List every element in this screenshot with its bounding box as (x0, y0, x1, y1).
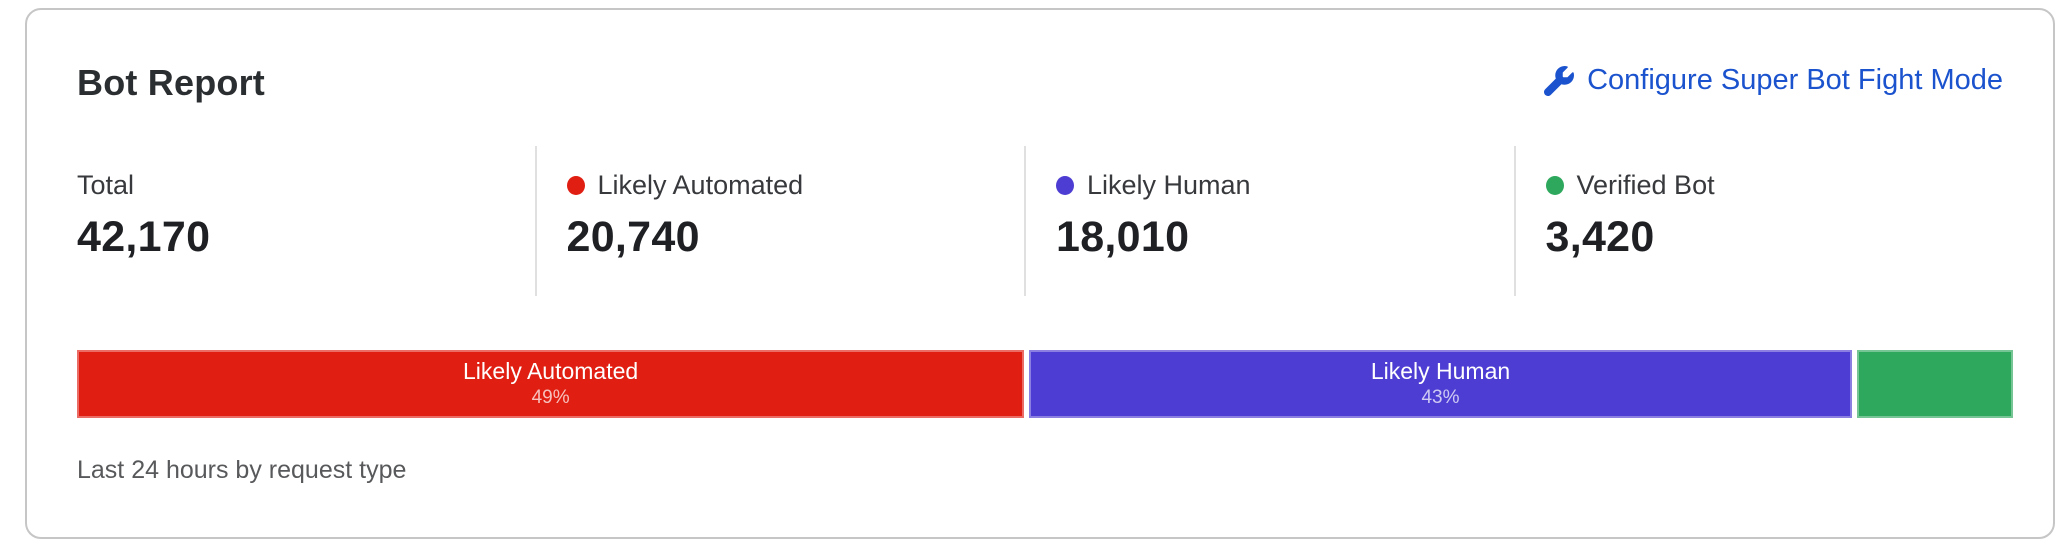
bar-segment-pct: 43% (1421, 386, 1460, 408)
stat-total-value: 42,170 (77, 213, 211, 261)
stat-total: Total 42,170 (77, 146, 535, 296)
page-title: Bot Report (77, 62, 265, 103)
stat-verified-bot-value: 3,420 (1545, 213, 1655, 261)
stat-likely-human: Likely Human 18,010 (1024, 146, 1514, 296)
stat-likely-automated-value: 20,740 (566, 213, 700, 261)
bar-segment-likely-human[interactable]: Likely Human 43% (1029, 350, 1852, 418)
card-header: Bot Report Configure Super Bot Fight Mod… (77, 62, 2003, 104)
configure-link-label: Configure Super Bot Fight Mode (1587, 64, 2003, 96)
likely-automated-dot-icon (566, 176, 585, 195)
stat-verified-bot-label: Verified Bot (1576, 170, 1715, 200)
stat-likely-automated: Likely Automated 20,740 (534, 146, 1025, 296)
likely-human-dot-icon (1056, 176, 1074, 195)
configure-super-bot-fight-mode-link[interactable]: Configure Super Bot Fight Mode (1544, 64, 2003, 97)
bot-report-card: Bot Report Configure Super Bot Fight Mod… (25, 8, 2055, 539)
verified-bot-dot-icon (1545, 176, 1564, 195)
request-type-stacked-bar: Likely Automated 49% Likely Human 43% (77, 350, 2013, 418)
stat-verified-bot: Verified Bot 3,420 (1513, 146, 2004, 296)
bar-segment-pct: 49% (531, 386, 570, 408)
bar-segment-verified-bot[interactable] (1856, 350, 2013, 418)
stat-total-label: Total (77, 170, 135, 200)
wrench-icon (1544, 65, 1575, 96)
bar-segment-likely-automated[interactable]: Likely Automated 49% (77, 350, 1025, 418)
bar-segment-label: Likely Human (1370, 358, 1511, 385)
bar-segment-label: Likely Automated (463, 358, 639, 385)
stat-likely-human-value: 18,010 (1056, 213, 1190, 261)
stats-row: Total 42,170 Likely Automated 20,740 Lik… (77, 146, 2003, 296)
stat-likely-human-label: Likely Human (1087, 170, 1251, 200)
footer-note: Last 24 hours by request type (77, 456, 407, 484)
stat-likely-automated-label: Likely Automated (597, 170, 804, 200)
